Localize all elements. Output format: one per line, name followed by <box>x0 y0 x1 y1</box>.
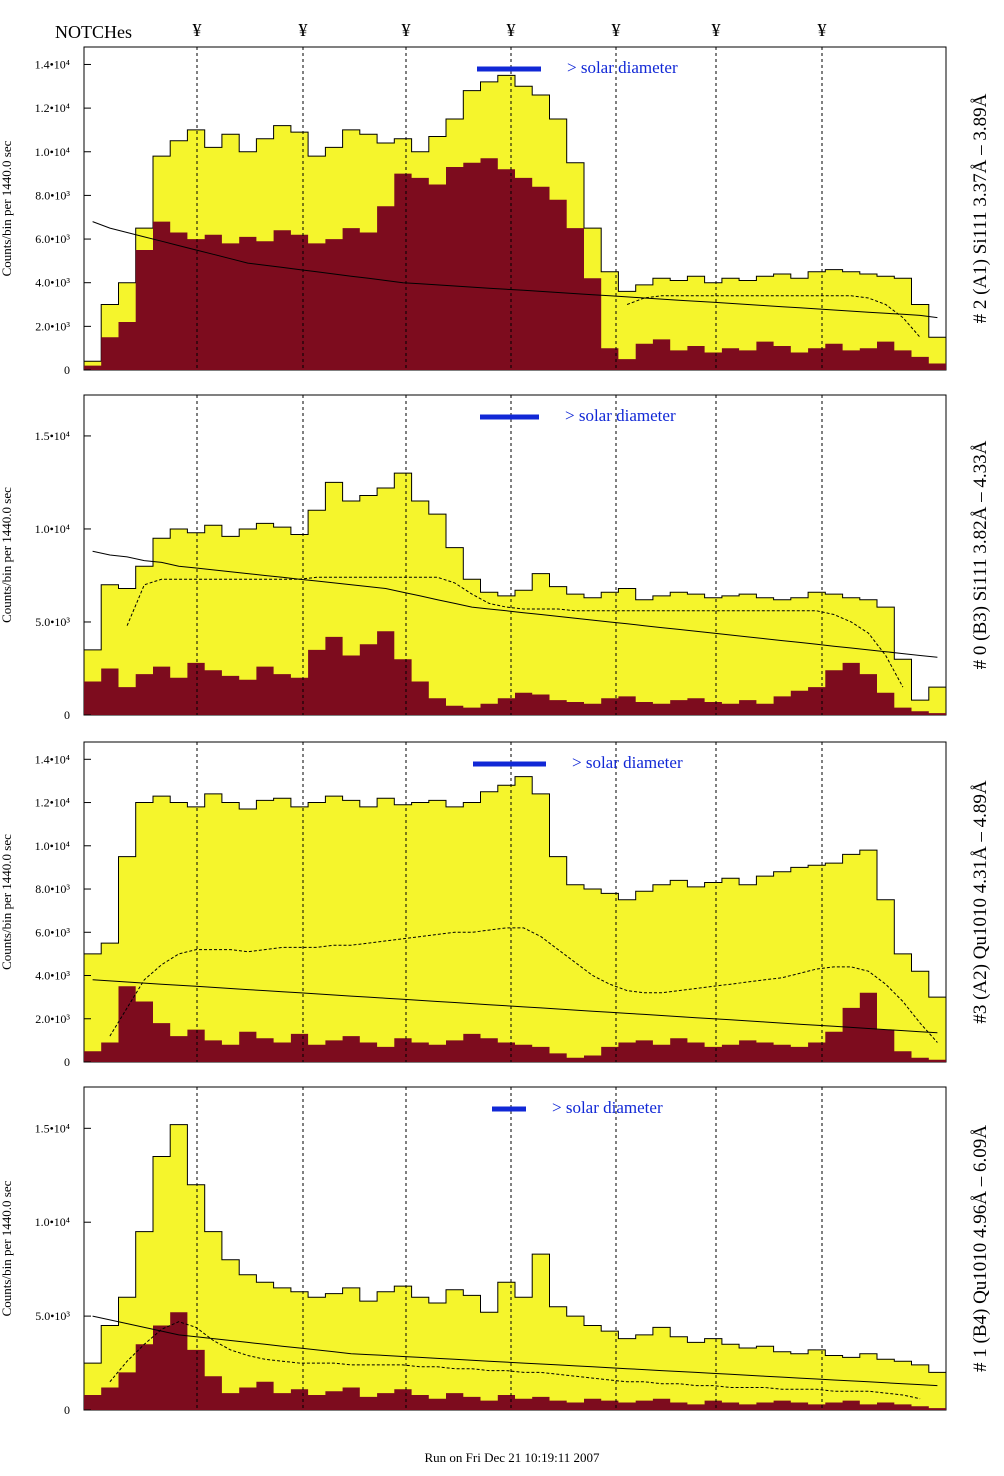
chart-panel-0: 0 2.0•10³ 4.0•10³ 6.0•10³ 8.0•10³ 1.0•10⁴ 1.2•… <box>0 46 991 377</box>
y-tick-label: 1.5•10⁴ <box>35 1121 70 1135</box>
y-tick-label: 4.0•10³ <box>35 276 70 290</box>
solar-diameter-label: > solar diameter <box>572 753 683 772</box>
solar-diameter-label: > solar diameter <box>565 406 676 425</box>
notch-header: NOTCHes ¥ ¥ ¥ ¥ ¥ ¥ ¥ <box>55 20 827 42</box>
panel-label: # 2 (A1) Si111 3.37Å – 3.89Å <box>970 93 991 323</box>
notch-marker: ¥ <box>402 20 411 40</box>
y-tick-label: 2.0•10³ <box>35 319 70 333</box>
total-counts-histogram <box>83 1124 947 1411</box>
y-tick-label: 1.0•10⁴ <box>35 1215 70 1229</box>
y-tick-label: 0 <box>64 1403 70 1417</box>
partial-counts-histogram <box>84 631 946 715</box>
trend-line <box>92 550 938 658</box>
notches-label: NOTCHes <box>55 22 132 42</box>
y-axis-label: Counts/bin per 1440.0 sec <box>0 834 14 970</box>
y-tick-label: 1.4•10⁴ <box>35 57 70 71</box>
partial-counts-histogram <box>84 986 946 1062</box>
y-tick-label: 1.2•10⁴ <box>35 796 70 810</box>
y-tick-label: 1.5•10⁴ <box>35 429 70 443</box>
notch-marker: ¥ <box>299 20 308 40</box>
partial-counts-histogram <box>84 158 946 370</box>
partial-counts-histogram <box>84 1312 946 1410</box>
y-tick-label: 8.0•10³ <box>35 188 70 202</box>
trend-line <box>92 979 938 1034</box>
panels: 0 2.0•10³ 4.0•10³ 6.0•10³ 8.0•10³ 1.0•10⁴ 1.2•… <box>0 46 991 1417</box>
y-tick-label: 1.0•10⁴ <box>35 145 70 159</box>
y-tick-label: 6.0•10³ <box>35 232 70 246</box>
average-line <box>109 1321 921 1400</box>
y-tick-label: 0 <box>64 1055 70 1069</box>
panel-label: # 1 (B4) Qu1010 4.96Å – 6.09Å <box>970 1125 991 1372</box>
solar-diameter-label: > solar diameter <box>567 58 678 77</box>
y-tick-label: 5.0•10³ <box>35 1309 70 1323</box>
notch-marker: ¥ <box>612 20 621 40</box>
panel-label: # 0 (B3) Si111 3.82Å – 4.33Å <box>970 440 991 669</box>
trend-line <box>92 1315 938 1387</box>
y-tick-label: 1.2•10⁴ <box>35 101 70 115</box>
average-line <box>109 927 938 1043</box>
y-tick-label: 1.0•10⁴ <box>35 522 70 536</box>
average-line <box>626 295 921 338</box>
notch-marker: ¥ <box>712 20 721 40</box>
notch-marker: ¥ <box>193 20 202 40</box>
chart-panel-2: 0 2.0•10³ 4.0•10³ 6.0•10³ 8.0•10³ 1.0•10⁴ 1.2•… <box>0 741 991 1069</box>
y-tick-label: 0 <box>64 708 70 722</box>
chart-panel-1: 0 5.0•10³ 1.0•10⁴ 1.5•10⁴ Counts/bin per 144… <box>0 394 991 722</box>
average-line <box>126 576 904 688</box>
trend-line <box>92 221 938 319</box>
run-timestamp: Run on Fri Dec 21 10:19:11 2007 <box>424 1450 600 1465</box>
y-axis-label: Counts/bin per 1440.0 sec <box>0 140 14 276</box>
y-tick-label: 5.0•10³ <box>35 615 70 629</box>
y-axis-label: Counts/bin per 1440.0 sec <box>0 1180 14 1316</box>
y-tick-label: 1.0•10⁴ <box>35 839 70 853</box>
total-counts-histogram <box>83 776 947 1063</box>
notch-marker: ¥ <box>507 20 516 40</box>
chart-panel-3: 0 5.0•10³ 1.0•10⁴ 1.5•10⁴ Counts/bin per 144… <box>0 1086 991 1417</box>
solar-diameter-label: > solar diameter <box>552 1098 663 1117</box>
y-tick-label: 6.0•10³ <box>35 925 70 939</box>
total-counts-histogram <box>83 472 947 716</box>
y-tick-label: 8.0•10³ <box>35 882 70 896</box>
y-tick-label: 1.4•10⁴ <box>35 752 70 766</box>
y-tick-label: 2.0•10³ <box>35 1012 70 1026</box>
panel-label: #3 (A2) Qu1010 4.31Å – 4.89Å <box>970 780 991 1024</box>
y-tick-label: 0 <box>64 363 70 377</box>
notch-marker: ¥ <box>818 20 827 40</box>
y-axis-label: Counts/bin per 1440.0 sec <box>0 487 14 623</box>
y-tick-label: 4.0•10³ <box>35 969 70 983</box>
